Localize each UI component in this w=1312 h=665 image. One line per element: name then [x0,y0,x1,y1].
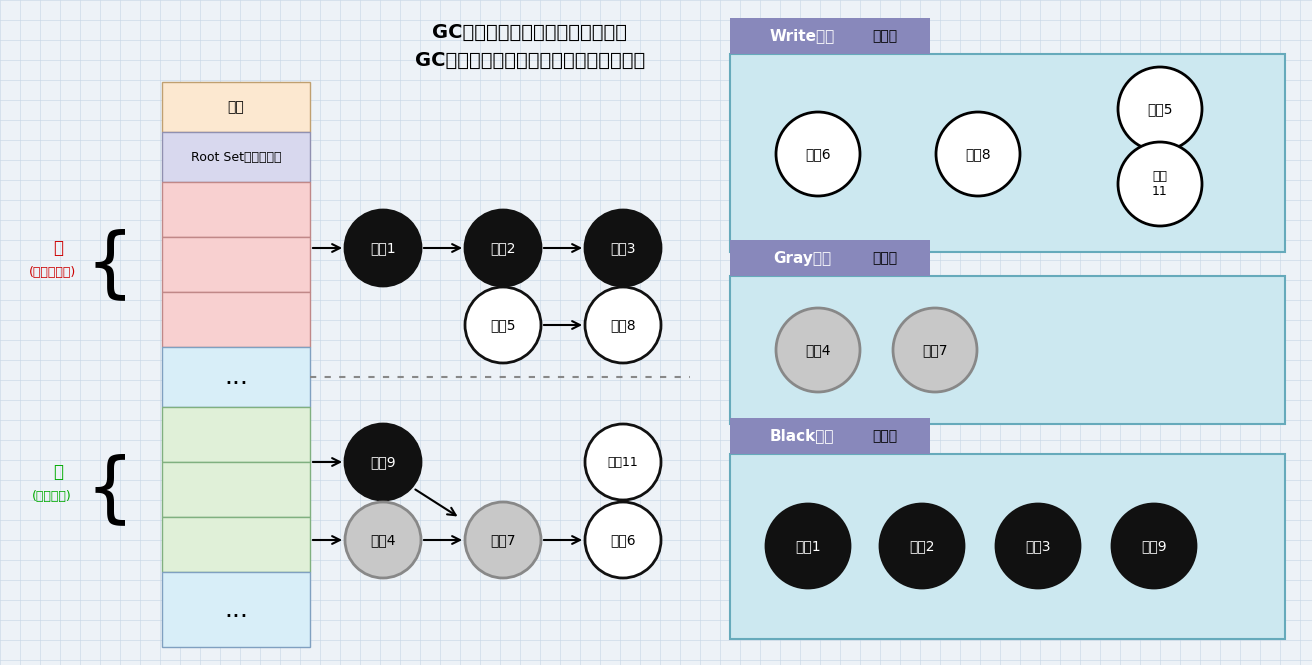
Circle shape [345,210,421,286]
Text: 对象8: 对象8 [966,147,991,161]
Circle shape [935,112,1019,196]
Text: 对象6: 对象6 [610,533,636,547]
Text: 对象8: 对象8 [610,318,636,332]
Circle shape [1118,142,1202,226]
Circle shape [880,504,964,588]
Text: 对象9: 对象9 [370,455,396,469]
Text: 对象5: 对象5 [1147,102,1173,116]
Text: GC开始：优先扫描栈，将栈全部标记为黑: GC开始：优先扫描栈，将栈全部标记为黑 [415,51,646,70]
FancyBboxPatch shape [729,276,1284,424]
Circle shape [996,504,1080,588]
Text: 对象11: 对象11 [607,456,639,469]
Text: 对象1: 对象1 [370,241,396,255]
Text: Write白色: Write白色 [769,29,834,43]
Text: 对象3: 对象3 [610,241,636,255]
Text: {: { [85,228,134,302]
Text: 堆: 堆 [52,463,63,481]
FancyBboxPatch shape [161,182,310,237]
Circle shape [345,502,421,578]
FancyBboxPatch shape [729,54,1284,252]
Text: 对象2: 对象2 [909,539,934,553]
FancyBboxPatch shape [161,517,310,572]
FancyBboxPatch shape [161,237,310,292]
Text: 标记表: 标记表 [872,29,897,43]
Circle shape [766,504,850,588]
Circle shape [464,502,541,578]
Circle shape [585,424,661,500]
Text: 对象5: 对象5 [491,318,516,332]
FancyBboxPatch shape [161,292,310,347]
Text: 标记表: 标记表 [872,429,897,443]
Text: 关注公众号：技术自由圈: 关注公众号：技术自由圈 [201,467,260,513]
Text: 对象6: 对象6 [806,147,830,161]
Text: 对象2: 对象2 [491,241,516,255]
FancyBboxPatch shape [161,572,310,647]
Text: 对象4: 对象4 [370,533,396,547]
FancyBboxPatch shape [729,18,930,54]
Text: 对象
11: 对象 11 [1152,170,1168,198]
Circle shape [775,112,859,196]
Text: 程序: 程序 [227,100,244,114]
Text: ...: ... [224,598,248,622]
Circle shape [464,287,541,363]
FancyBboxPatch shape [161,132,310,182]
Circle shape [1118,67,1202,151]
Text: (启用屏障): (启用屏障) [31,489,72,503]
Text: 标记表: 标记表 [872,251,897,265]
Text: 栈: 栈 [52,239,63,257]
Text: Gray灰色: Gray灰色 [773,251,830,265]
Text: 对象3: 对象3 [1025,539,1051,553]
Circle shape [585,287,661,363]
Text: Root Set根节点集合: Root Set根节点集合 [190,150,281,164]
Text: 对象7: 对象7 [491,533,516,547]
FancyBboxPatch shape [161,82,310,132]
Text: GC三色标记并发：混合写屏障流程: GC三色标记并发：混合写屏障流程 [433,23,627,41]
Text: 对象4: 对象4 [806,343,830,357]
Circle shape [585,502,661,578]
Circle shape [1113,504,1197,588]
Text: (不启用屏障): (不启用屏障) [29,265,76,279]
FancyBboxPatch shape [729,454,1284,639]
Circle shape [585,210,661,286]
FancyBboxPatch shape [729,418,930,454]
Circle shape [893,308,977,392]
Circle shape [775,308,859,392]
Text: Black黑色: Black黑色 [770,428,834,444]
Text: 对象7: 对象7 [922,343,947,357]
FancyBboxPatch shape [161,407,310,462]
Text: 对象1: 对象1 [795,539,821,553]
Text: 对象9: 对象9 [1141,539,1166,553]
FancyBboxPatch shape [161,347,310,407]
Text: {: { [85,453,134,527]
Text: ...: ... [224,365,248,389]
Circle shape [345,424,421,500]
FancyBboxPatch shape [729,240,930,276]
FancyBboxPatch shape [161,462,310,517]
Circle shape [464,210,541,286]
Text: 领取 4000页 尼恩Java面试宝典PDF: 领取 4000页 尼恩Java面试宝典PDF [167,416,273,495]
